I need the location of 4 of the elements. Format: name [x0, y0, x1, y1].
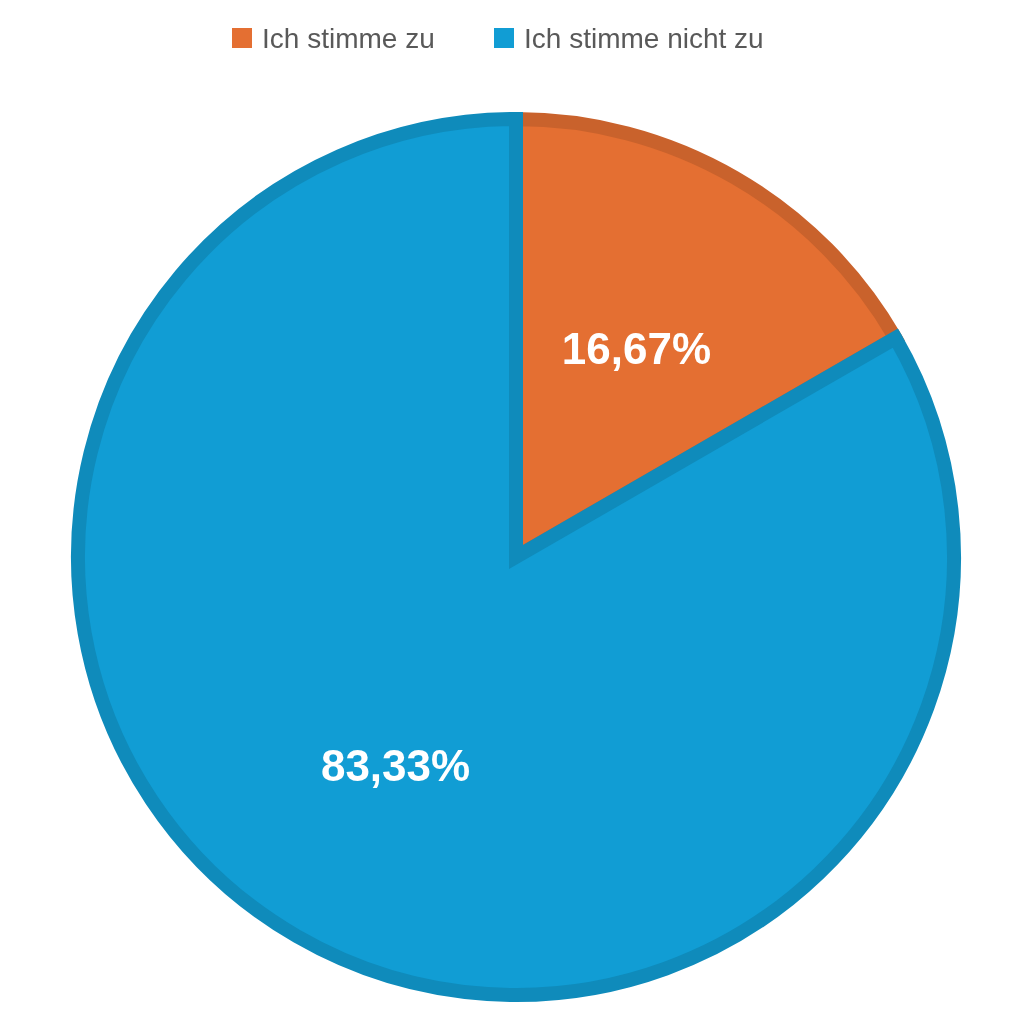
slice-label: Ich stimme nicht zu	[524, 22, 764, 54]
data-label: 83,33%	[320, 741, 471, 791]
legend-label: Ich stimme zu	[262, 22, 435, 54]
data-label: 16,67%	[561, 323, 712, 373]
